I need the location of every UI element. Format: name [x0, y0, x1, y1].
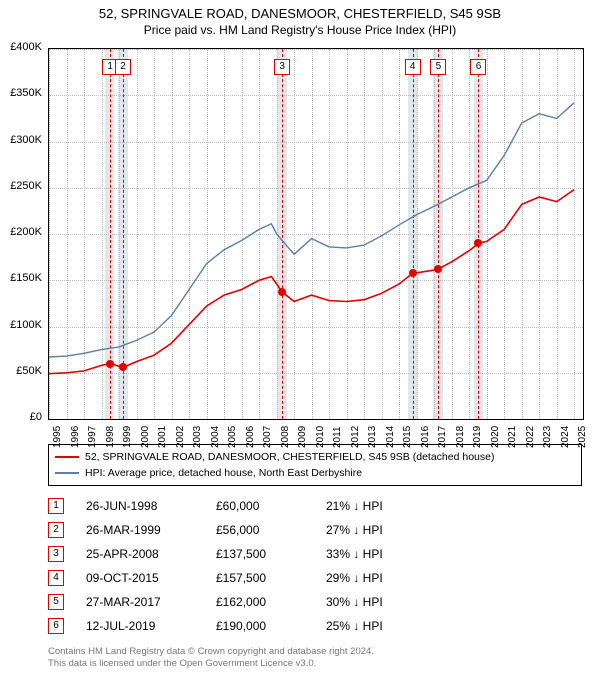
x-tick-label: 2010	[315, 426, 326, 448]
x-tick-label: 2008	[280, 426, 291, 448]
y-tick-label: £300K	[0, 134, 42, 146]
y-tick-label: £250K	[0, 180, 42, 192]
table-row-price: £56,000	[216, 523, 326, 537]
x-tick-label: 2025	[577, 426, 588, 448]
x-tick-label: 2002	[175, 426, 186, 448]
x-tick-label: 2006	[245, 426, 256, 448]
sales-table: 1 26-JUN-1998£60,00021% ↓ HPI 2 26-MAR-1999…	[48, 494, 436, 638]
table-row: 3 25-APR-2008£137,50033% ↓ HPI	[48, 542, 436, 566]
table-row-num: 4	[48, 570, 64, 586]
legend-row-blue: HPI: Average price, detached house, Nort…	[55, 465, 575, 481]
x-tick-label: 2016	[420, 426, 431, 448]
y-tick-label: £0	[0, 411, 42, 423]
x-tick-label: 2007	[262, 426, 273, 448]
x-tick-label: 2004	[210, 426, 221, 448]
x-tick-label: 2001	[157, 426, 168, 448]
table-row-price: £190,000	[216, 619, 326, 633]
table-row-date: 09-OCT-2015	[86, 571, 216, 585]
x-tick-label: 1998	[105, 426, 116, 448]
x-tick-label: 1995	[52, 426, 63, 448]
legend-swatch-red	[55, 456, 79, 458]
container: 52, SPRINGVALE ROAD, DANESMOOR, CHESTERF…	[0, 0, 600, 680]
legend-label-red: 52, SPRINGVALE ROAD, DANESMOOR, CHESTERF…	[85, 451, 494, 463]
series-red	[49, 190, 574, 374]
table-row-date: 25-APR-2008	[86, 547, 216, 561]
table-row-num: 1	[48, 498, 64, 514]
table-row: 2 26-MAR-1999£56,00027% ↓ HPI	[48, 518, 436, 542]
chart-area: 123456	[48, 48, 584, 420]
x-tick-label: 2019	[472, 426, 483, 448]
legend-row-red: 52, SPRINGVALE ROAD, DANESMOOR, CHESTERF…	[55, 449, 575, 465]
table-row-price: £137,500	[216, 547, 326, 561]
y-tick-label: £350K	[0, 87, 42, 99]
table-row-hpi: 33% ↓ HPI	[326, 547, 436, 561]
y-tick-label: £100K	[0, 319, 42, 331]
table-row-num: 5	[48, 594, 64, 610]
x-tick-label: 2011	[332, 426, 343, 448]
table-row: 4 09-OCT-2015£157,50029% ↓ HPI	[48, 566, 436, 590]
page-subtitle: Price paid vs. HM Land Registry's House …	[0, 21, 600, 41]
table-row-date: 26-MAR-1999	[86, 523, 216, 537]
marker-point	[106, 360, 114, 368]
x-tick-label: 2009	[297, 426, 308, 448]
y-tick-label: £400K	[0, 41, 42, 53]
y-tick-label: £200K	[0, 226, 42, 238]
x-tick-label: 2013	[367, 426, 378, 448]
x-tick-label: 2000	[140, 426, 151, 448]
table-row: 1 26-JUN-1998£60,00021% ↓ HPI	[48, 494, 436, 518]
table-row-num: 6	[48, 618, 64, 634]
x-tick-label: 2023	[542, 426, 553, 448]
x-tick-label: 2003	[192, 426, 203, 448]
x-tick-label: 2018	[455, 426, 466, 448]
table-row-hpi: 27% ↓ HPI	[326, 523, 436, 537]
x-tick-label: 2017	[437, 426, 448, 448]
page-title: 52, SPRINGVALE ROAD, DANESMOOR, CHESTERF…	[0, 0, 600, 21]
x-tick-label: 2015	[402, 426, 413, 448]
table-row-date: 26-JUN-1998	[86, 499, 216, 513]
legend-swatch-blue	[55, 472, 79, 474]
x-tick-label: 1997	[87, 426, 98, 448]
series-blue	[49, 103, 574, 357]
table-row-num: 3	[48, 546, 64, 562]
y-tick-label: £50K	[0, 365, 42, 377]
x-tick-label: 2012	[350, 426, 361, 448]
y-tick-label: £150K	[0, 272, 42, 284]
table-row-hpi: 30% ↓ HPI	[326, 595, 436, 609]
table-row: 6 12-JUL-2019£190,00025% ↓ HPI	[48, 614, 436, 638]
table-row-num: 2	[48, 522, 64, 538]
marker-point	[409, 269, 417, 277]
legend-label-blue: HPI: Average price, detached house, Nort…	[85, 467, 362, 479]
legend: 52, SPRINGVALE ROAD, DANESMOOR, CHESTERF…	[48, 444, 582, 486]
table-row-hpi: 29% ↓ HPI	[326, 571, 436, 585]
x-tick-label: 2024	[560, 426, 571, 448]
footer-line1: Contains HM Land Registry data © Crown c…	[48, 646, 374, 658]
series-svg	[49, 49, 583, 419]
table-row-price: £162,000	[216, 595, 326, 609]
x-tick-label: 2022	[525, 426, 536, 448]
table-row: 5 27-MAR-2017£162,00030% ↓ HPI	[48, 590, 436, 614]
table-row-hpi: 21% ↓ HPI	[326, 499, 436, 513]
marker-point	[278, 288, 286, 296]
table-row-date: 27-MAR-2017	[86, 595, 216, 609]
table-row-price: £60,000	[216, 499, 326, 513]
x-tick-label: 2014	[385, 426, 396, 448]
table-row-hpi: 25% ↓ HPI	[326, 619, 436, 633]
x-tick-label: 1996	[70, 426, 81, 448]
x-tick-label: 2020	[490, 426, 501, 448]
x-tick-label: 2021	[507, 426, 518, 448]
footer-line2: This data is licensed under the Open Gov…	[48, 658, 374, 670]
x-tick-label: 1999	[122, 426, 133, 448]
table-row-price: £157,500	[216, 571, 326, 585]
table-row-date: 12-JUL-2019	[86, 619, 216, 633]
x-tick-label: 2005	[227, 426, 238, 448]
footer: Contains HM Land Registry data © Crown c…	[48, 646, 374, 671]
